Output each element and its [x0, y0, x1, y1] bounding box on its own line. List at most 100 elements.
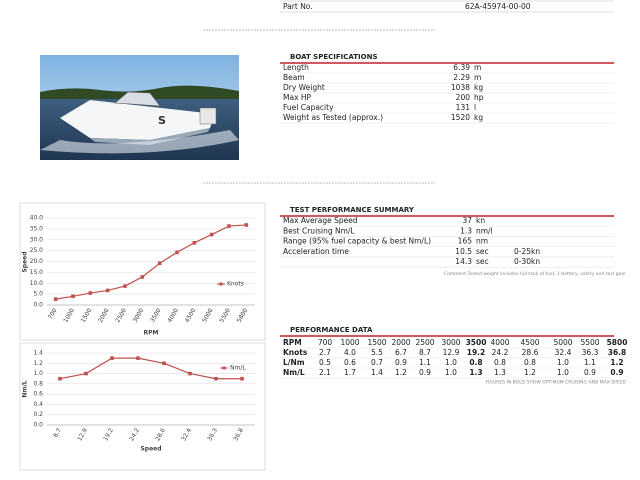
table-cell: 1.2: [524, 368, 536, 377]
summary-label: Range (95% fuel capacity & best Nm/L): [283, 237, 431, 246]
spec-unit: kg: [474, 83, 483, 92]
summary-extra: 0-25kn: [514, 247, 540, 256]
table-cell: 1.3: [494, 368, 506, 377]
table-cell: 1.1: [584, 358, 596, 367]
spec-label: Beam: [283, 73, 305, 82]
summary-value: 10.5: [455, 247, 472, 256]
summary-unit: sec: [476, 247, 489, 256]
table-cell: 1.0: [445, 358, 457, 367]
chart-panel: [19, 202, 266, 341]
marker: [71, 294, 75, 299]
table-cell: 5.5: [371, 348, 383, 357]
marker: [123, 284, 127, 288]
legend-label: Knots: [227, 281, 244, 288]
summary-unit: kn: [476, 216, 485, 225]
spec-unit: m: [474, 73, 481, 82]
y-tick-label: 25.0: [30, 247, 44, 254]
table-cell: 0.9: [584, 368, 596, 377]
marker: [175, 250, 179, 255]
y-tick-label: 1.0: [33, 370, 43, 377]
table-cell: 4500: [520, 338, 539, 347]
spec-unit: l: [474, 103, 476, 112]
marker: [244, 223, 249, 227]
marker: [240, 376, 244, 381]
x-tick-label: 8.7: [52, 427, 63, 439]
marker: [227, 224, 231, 228]
summary-note: Comment Tested weight includes full tank…: [444, 271, 626, 277]
line: [55, 224, 247, 300]
marker: [58, 376, 62, 381]
y-tick-label: 40.0: [30, 215, 44, 222]
table-cell: 2.7: [319, 348, 331, 357]
y-tick-label: 5.0: [33, 291, 43, 298]
summary-value: 14.3: [455, 257, 472, 266]
y-tick-label: 0.6: [33, 391, 43, 398]
y-axis-label: Nm/L: [22, 380, 29, 397]
svg-text:S: S: [158, 114, 166, 127]
table-cell: 0.8: [494, 358, 506, 367]
table-cell: 1.4: [371, 368, 383, 377]
spec-unit: m: [474, 63, 481, 72]
y-tick-label: 0.0: [33, 302, 43, 309]
table-cell: 0.9: [395, 358, 407, 367]
spec-value: 1038: [451, 83, 470, 92]
table-cell: 19.2: [467, 348, 486, 357]
table-cell: 0.9: [610, 368, 623, 377]
table-cell: 12.9: [443, 348, 460, 357]
summary-value: 1.3: [460, 226, 472, 235]
table-row-label: Nm/L: [283, 368, 305, 377]
table-row-label: L/Nm: [283, 358, 305, 367]
section-title: TEST PERFORMANCE SUMMARY: [290, 206, 415, 214]
legend-marker: [222, 366, 226, 370]
summary-unit: nm/l: [476, 226, 493, 235]
y-tick-label: 1.4: [33, 350, 43, 357]
summary-label: Best Cruising Nm/L: [283, 226, 355, 235]
table-cell: 6.7: [395, 348, 407, 357]
part-label: Part No.: [283, 2, 313, 11]
marker: [157, 261, 162, 266]
marker: [192, 240, 197, 245]
table-row-label: Knots: [283, 348, 308, 357]
table-cell: 1.3: [469, 368, 482, 377]
marker: [105, 288, 110, 293]
table-cell: 1.2: [395, 368, 407, 377]
y-tick-label: 0.8: [33, 380, 43, 387]
spec-value: 1520: [451, 113, 470, 122]
table-cell: 3000: [441, 338, 460, 347]
x-axis-label: RPM: [144, 330, 159, 337]
summary-unit: sec: [476, 257, 489, 266]
chart-panel: [19, 342, 266, 471]
marker: [162, 361, 166, 366]
table-cell: 2.1: [319, 368, 331, 377]
y-tick-label: 30.0: [30, 236, 44, 243]
table-cell: 0.5: [319, 358, 331, 367]
spec-label: Dry Weight: [283, 83, 325, 92]
x-tick-label: 700: [47, 307, 59, 321]
y-tick-label: 15.0: [30, 269, 44, 276]
y-tick-label: 0.4: [33, 401, 43, 408]
marker: [140, 275, 145, 279]
table-cell: 1.1: [419, 358, 431, 367]
table-cell: 3500: [466, 338, 487, 347]
table-cell: 700: [318, 338, 333, 347]
table-cell: 4.0: [344, 348, 356, 357]
table-cell: 2000: [391, 338, 410, 347]
table-cell: 36.8: [608, 348, 627, 357]
table-row-label: RPM: [283, 338, 302, 347]
spec-value: 6.39: [453, 63, 470, 72]
table-cell: 2500: [415, 338, 434, 347]
legend-marker: [219, 282, 223, 286]
table-cell: 0.7: [371, 358, 383, 367]
table-cell: 24.2: [492, 348, 509, 357]
y-tick-label: 1.2: [33, 360, 43, 367]
y-tick-label: 20.0: [30, 258, 44, 265]
marker: [88, 291, 93, 295]
y-axis-label: Speed: [22, 251, 29, 272]
table-cell: 5500: [580, 338, 599, 347]
y-tick-label: 10.0: [30, 280, 44, 287]
table-cell: 1500: [367, 338, 386, 347]
spec-label: Weight as Tested (approx.): [283, 113, 383, 122]
spec-label: Fuel Capacity: [283, 103, 334, 112]
spec-value: 2.29: [453, 73, 470, 82]
